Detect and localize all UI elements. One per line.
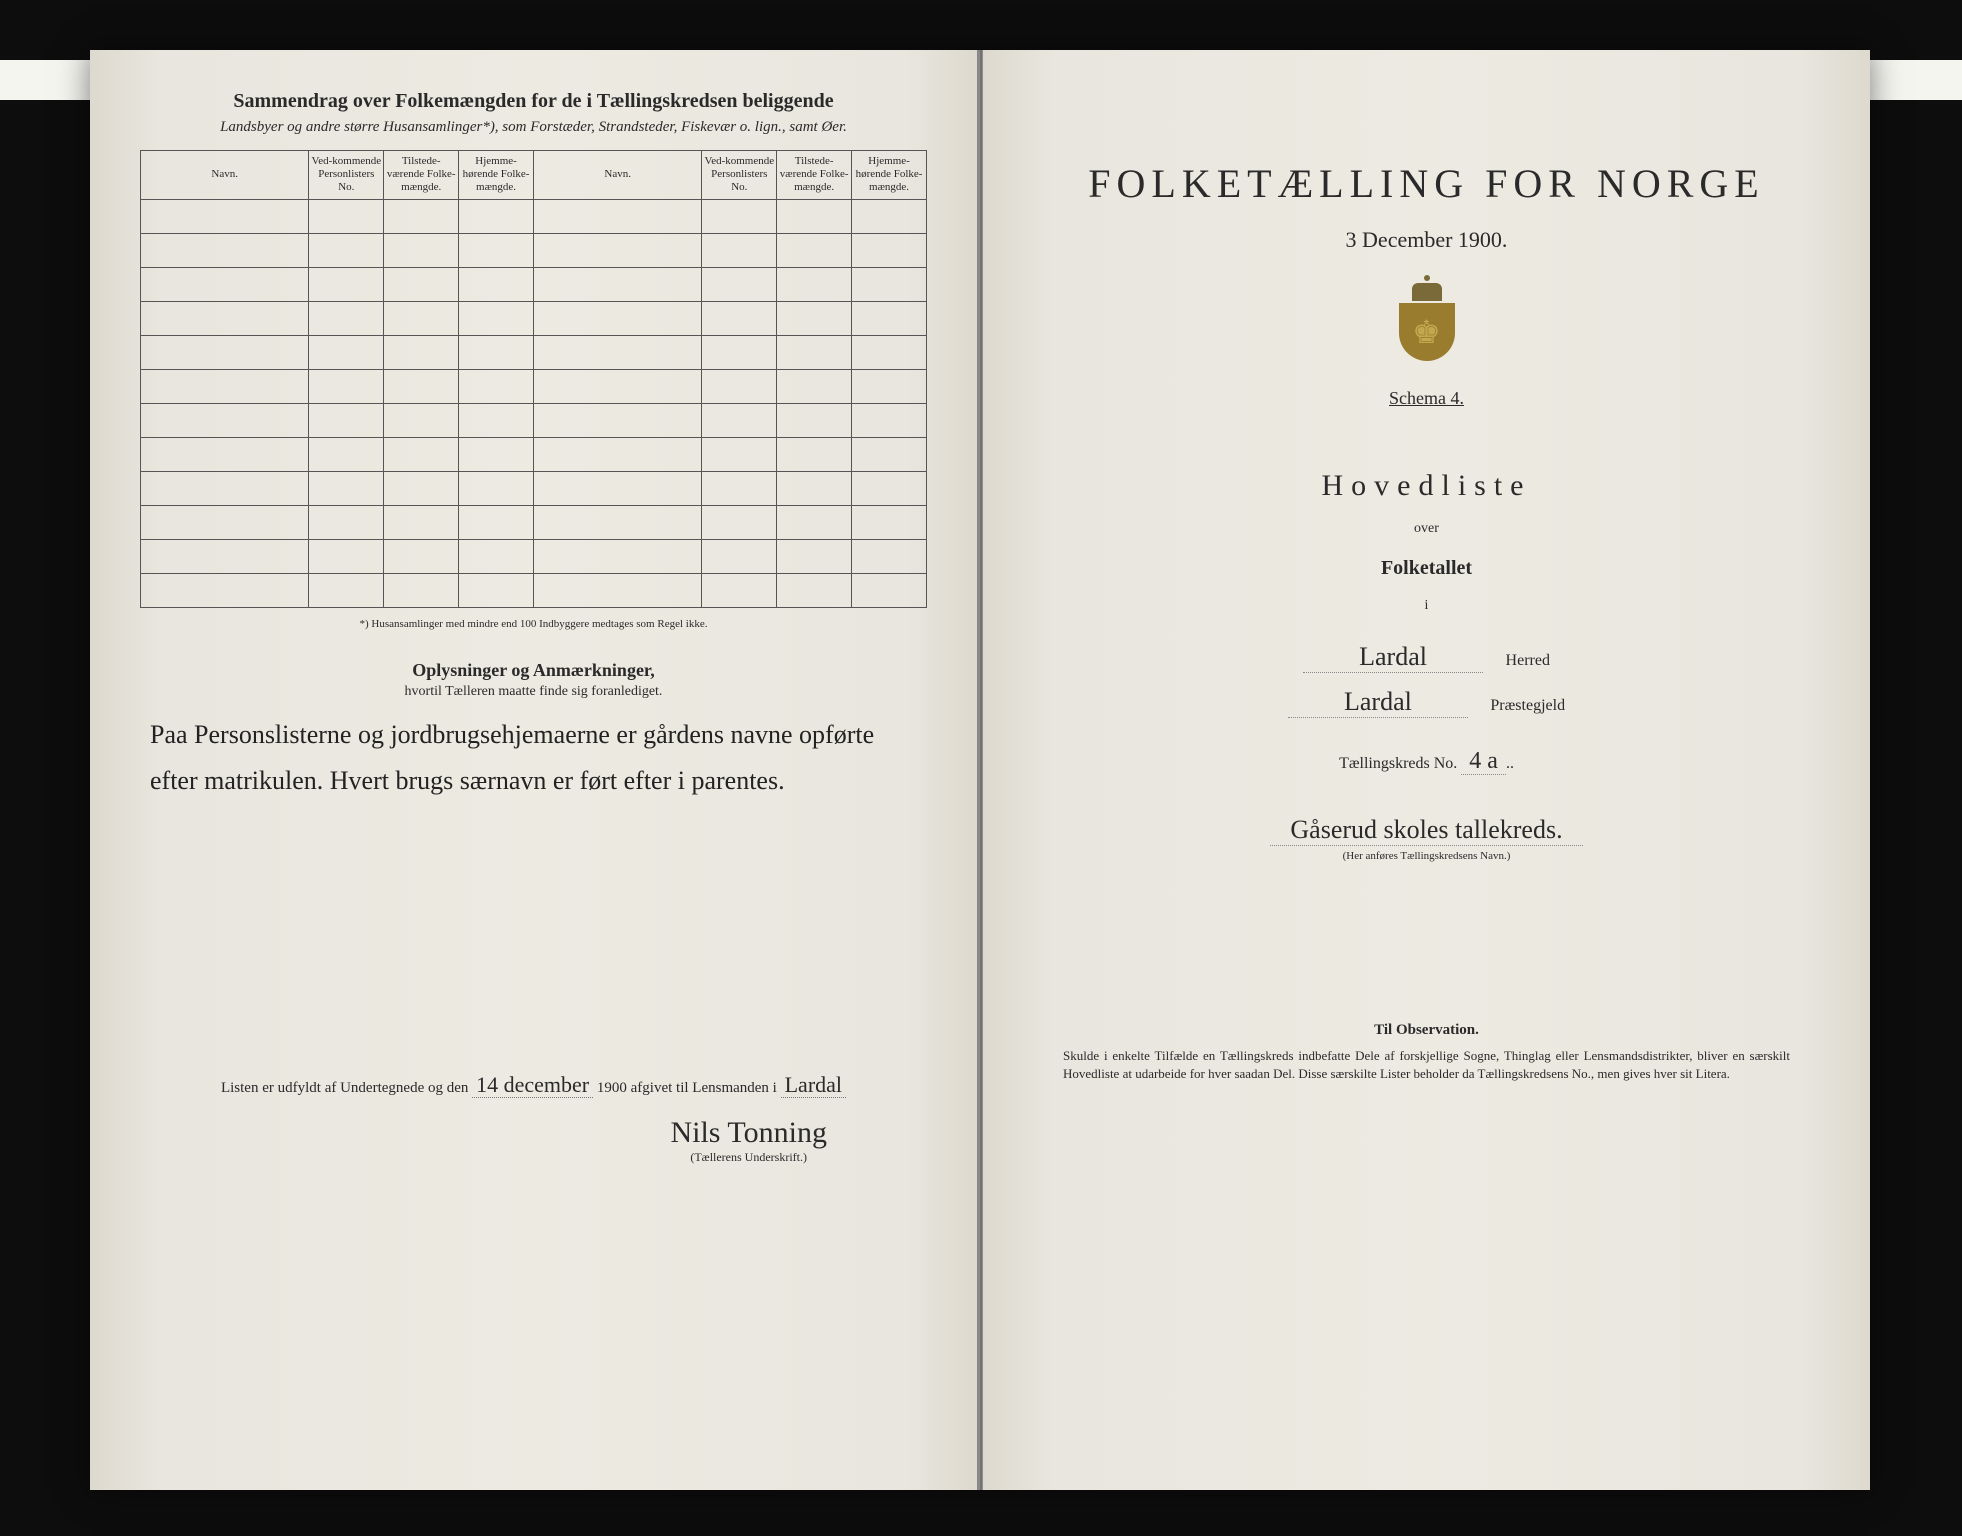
shield-icon: ♚	[1399, 303, 1455, 361]
signature-label: (Tællerens Underskrift.)	[140, 1150, 927, 1165]
table-body	[141, 199, 927, 607]
remarks-title: Oplysninger og Anmærkninger,	[140, 660, 927, 681]
kreds-name: Gåserud skoles tallekreds.	[1270, 815, 1582, 846]
remarks-subtitle: hvortil Tælleren maatte finde sig foranl…	[140, 684, 927, 700]
table-row	[141, 233, 927, 267]
table-row	[141, 539, 927, 573]
herred-line: Lardal Herred	[1033, 642, 1820, 673]
sign-place: Lardal	[781, 1072, 846, 1098]
table-row	[141, 199, 927, 233]
table-row	[141, 335, 927, 369]
table-row	[141, 505, 927, 539]
col-tilstede-1: Tilstede-værende Folke-mængde.	[384, 151, 459, 200]
sign-year: 1900	[597, 1080, 627, 1096]
sign-prefix: Listen er udfyldt af Undertegnede og den	[221, 1080, 468, 1096]
col-navn-2: Navn.	[533, 151, 701, 200]
col-vedkommende-2: Ved-kommende Personlisters No.	[702, 151, 777, 200]
summary-title: Sammendrag over Folkemængden for de i Tæ…	[140, 90, 927, 113]
sign-date: 14 december	[472, 1072, 593, 1098]
handwritten-remarks: Paa Personslisterne og jordbrugsehjemaer…	[140, 712, 927, 892]
herred-label: Herred	[1506, 652, 1550, 669]
left-page: Sammendrag over Folkemængden for de i Tæ…	[90, 50, 979, 1490]
book-spread: Sammendrag over Folkemængden for de i Tæ…	[90, 50, 1870, 1490]
table-row	[141, 403, 927, 437]
coat-of-arms-icon: ♚	[1397, 283, 1457, 358]
col-hjemme-1: Hjemme-hørende Folke-mængde.	[459, 151, 534, 200]
kreds-prefix: Tællingskreds No.	[1339, 755, 1457, 772]
folketallet-label: Folketallet	[1033, 557, 1820, 580]
col-navn-1: Navn.	[141, 151, 309, 200]
table-row	[141, 573, 927, 607]
praestegjeld-label: Præstegjeld	[1490, 697, 1565, 714]
signature-line: Listen er udfyldt af Undertegnede og den…	[140, 1072, 927, 1098]
table-row	[141, 369, 927, 403]
schema-label: Schema 4.	[1033, 388, 1820, 409]
summary-table: Navn. Ved-kommende Personlisters No. Til…	[140, 150, 927, 608]
observation-title: Til Observation.	[1033, 1022, 1820, 1039]
kreds-caption: (Her anføres Tællingskredsens Navn.)	[1033, 850, 1820, 862]
praestegjeld-line: Lardal Præstegjeld	[1033, 687, 1820, 718]
hovedliste-title: Hovedliste	[1033, 469, 1820, 503]
praestegjeld-value: Lardal	[1288, 687, 1468, 718]
right-page: FOLKETÆLLING FOR NORGE 3 December 1900. …	[983, 50, 1870, 1490]
col-hjemme-2: Hjemme-hørende Folke-mængde.	[852, 151, 927, 200]
kreds-number: 4 a	[1461, 748, 1506, 775]
signature: Nils Tonning	[140, 1116, 927, 1150]
census-date: 3 December 1900.	[1033, 227, 1820, 253]
sign-mid: afgivet til Lensmanden i	[631, 1080, 777, 1096]
table-row	[141, 471, 927, 505]
col-vedkommende-1: Ved-kommende Personlisters No.	[309, 151, 384, 200]
col-tilstede-2: Tilstede-værende Folke-mængde.	[777, 151, 852, 200]
lion-icon: ♚	[1412, 313, 1441, 351]
over-label: over	[1033, 521, 1820, 537]
table-header-row: Navn. Ved-kommende Personlisters No. Til…	[141, 151, 927, 200]
table-footnote: *) Husansamlinger med mindre end 100 Ind…	[140, 618, 927, 630]
table-row	[141, 437, 927, 471]
herred-value: Lardal	[1303, 642, 1483, 673]
table-row	[141, 267, 927, 301]
crown-icon	[1412, 283, 1442, 301]
summary-subtitle: Landsbyer og andre større Husansamlinger…	[140, 119, 927, 136]
main-title: FOLKETÆLLING FOR NORGE	[1033, 160, 1820, 207]
table-row	[141, 301, 927, 335]
i-label: i	[1033, 598, 1820, 614]
observation-text: Skulde i enkelte Tilfælde en Tællingskre…	[1033, 1047, 1820, 1083]
kreds-number-line: Tællingskreds No. 4 a..	[1033, 748, 1820, 775]
